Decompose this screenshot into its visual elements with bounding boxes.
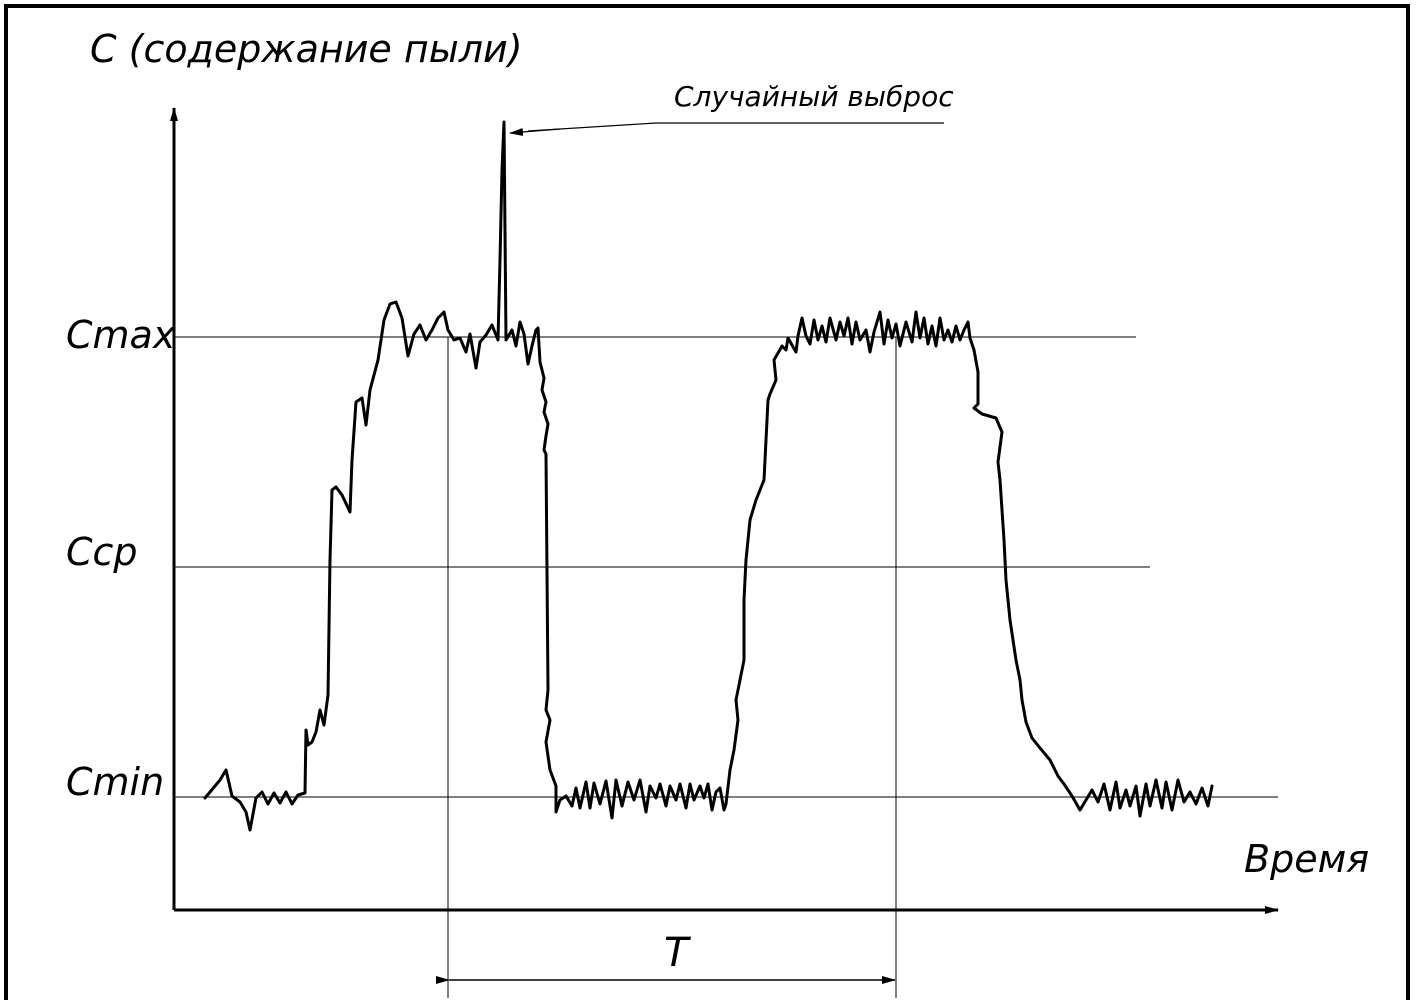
dust-concentration-curve	[203, 120, 1214, 832]
y-axis-title: С (содержание пыли)	[90, 27, 523, 71]
cmin-label: Cmin	[66, 760, 164, 804]
annotation-leader-line	[527, 122, 944, 132]
annotation-arrow	[509, 127, 561, 136]
drawing-frame	[4, 4, 1410, 1000]
x-axis-title: Время	[1244, 837, 1369, 881]
cavg-label: Cср	[66, 530, 138, 574]
period-label: T	[664, 930, 692, 976]
annotation-label: Случайный выброс	[674, 80, 954, 113]
cmax-label: Cmax	[66, 313, 176, 357]
